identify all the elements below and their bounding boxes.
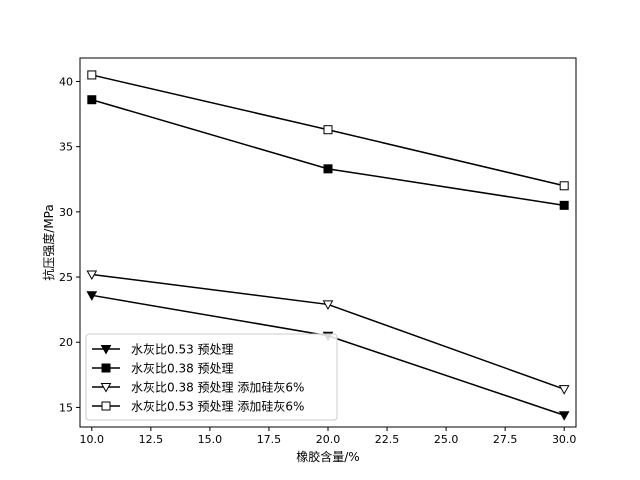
x-tick-label: 20.0 [316, 433, 341, 446]
y-tick-label: 15 [59, 401, 73, 414]
legend-box [85, 333, 338, 421]
y-tick-label: 25 [59, 271, 73, 284]
legend-label: 水灰比0.38 预处理 [131, 362, 234, 376]
data-point [323, 125, 333, 135]
x-tick-label: 10.0 [80, 433, 105, 446]
legend-label: 水灰比0.53 预处理 [131, 343, 234, 357]
series-3 [86, 270, 570, 395]
legend-marker [101, 401, 111, 411]
x-axis: 10.0 12.5 15.0 17.5 20.0 22.5 25.0 27.5 30.0 [80, 427, 577, 446]
y-tick-label: 35 [59, 141, 73, 154]
y-axis-label: 抗压强度/MPa [41, 204, 56, 280]
data-point [558, 411, 570, 421]
x-tick-label: 25.0 [434, 433, 459, 446]
series-layer [86, 70, 570, 421]
y-axis: 15 20 25 30 35 40 [59, 75, 80, 414]
legend-item: 水灰比0.53 预处理 添加硅灰6% [92, 400, 304, 414]
x-tick-label: 27.5 [493, 433, 518, 446]
legend-marker [101, 363, 111, 373]
x-tick-label: 15.0 [198, 433, 223, 446]
series-4 [87, 70, 569, 191]
data-point [323, 164, 333, 174]
data-point [86, 270, 98, 280]
series-2 [87, 95, 569, 210]
y-tick-label: 30 [59, 206, 73, 219]
legend-item: 水灰比0.38 预处理 [92, 362, 234, 376]
x-tick-label: 12.5 [139, 433, 164, 446]
x-tick-label: 30.0 [552, 433, 577, 446]
legend-label: 水灰比0.53 预处理 添加硅灰6% [131, 400, 304, 414]
y-tick-label: 40 [59, 75, 73, 88]
legend-item: 水灰比0.53 预处理 [92, 343, 234, 357]
x-tick-label: 17.5 [257, 433, 282, 446]
x-axis-label: 橡胶含量/% [296, 449, 359, 464]
legend-item: 水灰比0.38 预处理 添加硅灰6% [92, 381, 304, 395]
data-point [558, 385, 570, 395]
legend-label: 水灰比0.38 预处理 添加硅灰6% [131, 381, 304, 395]
data-point [559, 181, 569, 191]
data-point [559, 200, 569, 210]
data-point [87, 70, 97, 80]
legend-marker [100, 383, 112, 393]
data-point [86, 291, 98, 301]
legend-marker [100, 345, 112, 355]
y-tick-label: 20 [59, 336, 73, 349]
data-point [87, 95, 97, 105]
data-point [322, 300, 334, 310]
x-tick-label: 22.5 [375, 433, 400, 446]
